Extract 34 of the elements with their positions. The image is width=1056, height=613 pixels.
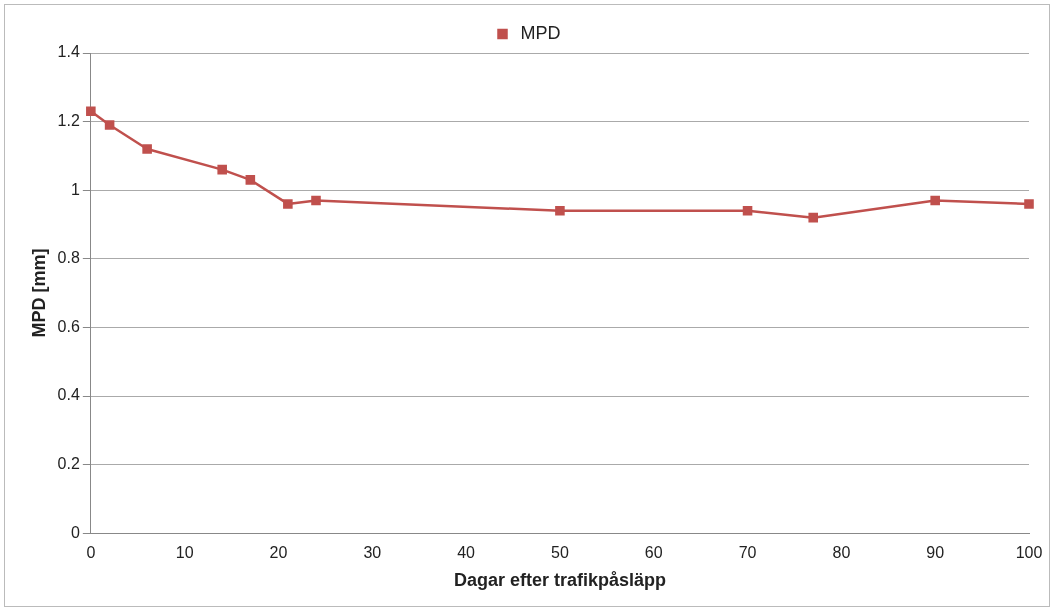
x-tick-label: 40	[457, 544, 476, 562]
x-tick-label: 100	[1015, 544, 1043, 562]
y-tick-label: 0.4	[57, 386, 80, 404]
y-tick-label: 0.6	[57, 317, 80, 335]
point	[142, 144, 152, 154]
x-tick-label: 10	[175, 544, 194, 562]
point	[283, 199, 293, 209]
y-tick-label: 1.4	[57, 43, 80, 61]
x-tick-label: 80	[832, 544, 851, 562]
y-tick-label: 0	[70, 523, 80, 541]
x-tick-label: 30	[363, 544, 382, 562]
point	[245, 175, 256, 185]
x-tick-label: 70	[738, 544, 757, 562]
y-tick-label: 1.2	[57, 112, 80, 130]
legend-label: MPD	[520, 22, 561, 43]
x-tick-label: 20	[269, 544, 288, 562]
y-axis-title: MPD [mm]	[28, 248, 49, 338]
y-tick-label: 0.2	[57, 455, 80, 473]
point	[311, 195, 321, 206]
x-tick-label: 0	[86, 544, 96, 562]
y-tick-label: 0.8	[57, 249, 80, 267]
x-axis-title: Dagar efter trafikpåsläpp	[453, 570, 666, 591]
point	[742, 205, 753, 216]
point	[808, 212, 819, 223]
x-tick-label: 90	[926, 544, 945, 562]
x-tick-label: 60	[644, 544, 663, 562]
point	[555, 205, 565, 216]
point	[1024, 199, 1034, 209]
point	[86, 106, 96, 117]
point	[217, 164, 227, 175]
point	[930, 195, 940, 206]
point	[104, 120, 115, 130]
y-tick-label: 1	[70, 180, 80, 198]
x-tick-label: 50	[551, 544, 569, 562]
